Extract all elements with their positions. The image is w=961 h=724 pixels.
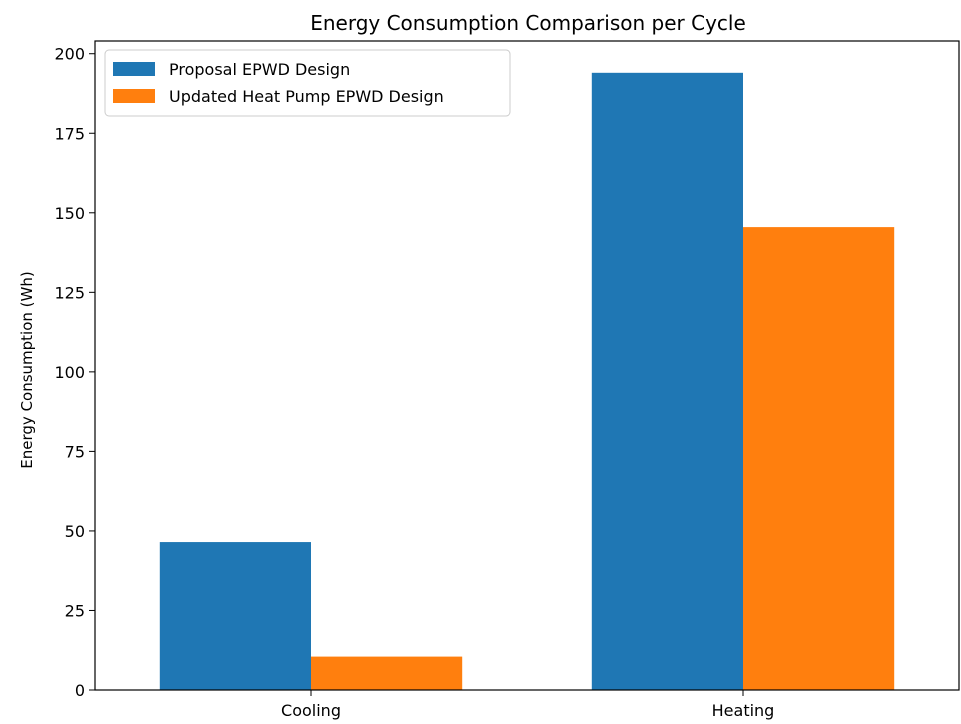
chart-title: Energy Consumption Comparison per Cycle: [310, 11, 746, 35]
y-axis-ticks: 0 25 50 75 100 125 150 175 200: [54, 45, 95, 700]
bar-heating-series-1: [591, 72, 743, 691]
y-tick-label: 150: [54, 204, 85, 223]
y-tick-label: 75: [65, 442, 85, 461]
y-tick-label: 50: [65, 522, 85, 541]
legend: Proposal EPWD Design Updated Heat Pump EP…: [104, 49, 511, 117]
legend-label-series-1: Proposal EPWD Design: [169, 60, 350, 79]
legend-label-series-2: Updated Heat Pump EPWD Design: [169, 87, 444, 106]
bar-heating-series-2: [743, 227, 895, 690]
legend-box: [104, 49, 511, 117]
x-tick-label-cooling: Cooling: [281, 701, 341, 720]
y-tick-label: 175: [54, 124, 85, 143]
bars-group: [159, 72, 895, 691]
y-tick-label: 0: [75, 681, 85, 700]
y-tick-label: 25: [65, 601, 85, 620]
plot-frame: [94, 40, 960, 691]
y-tick-label: 100: [54, 363, 85, 382]
bar-cooling-series-1: [159, 542, 311, 690]
y-tick-label: 200: [54, 45, 85, 64]
bar-cooling-series-2: [311, 656, 463, 690]
legend-swatch-series-2: [113, 89, 155, 103]
legend-swatch-series-1: [113, 62, 155, 76]
y-axis-label: Energy Consumption (Wh): [18, 271, 36, 468]
y-tick-label: 125: [54, 283, 85, 302]
x-axis-ticks: Cooling Heating: [281, 690, 774, 720]
x-tick-label-heating: Heating: [712, 701, 775, 720]
